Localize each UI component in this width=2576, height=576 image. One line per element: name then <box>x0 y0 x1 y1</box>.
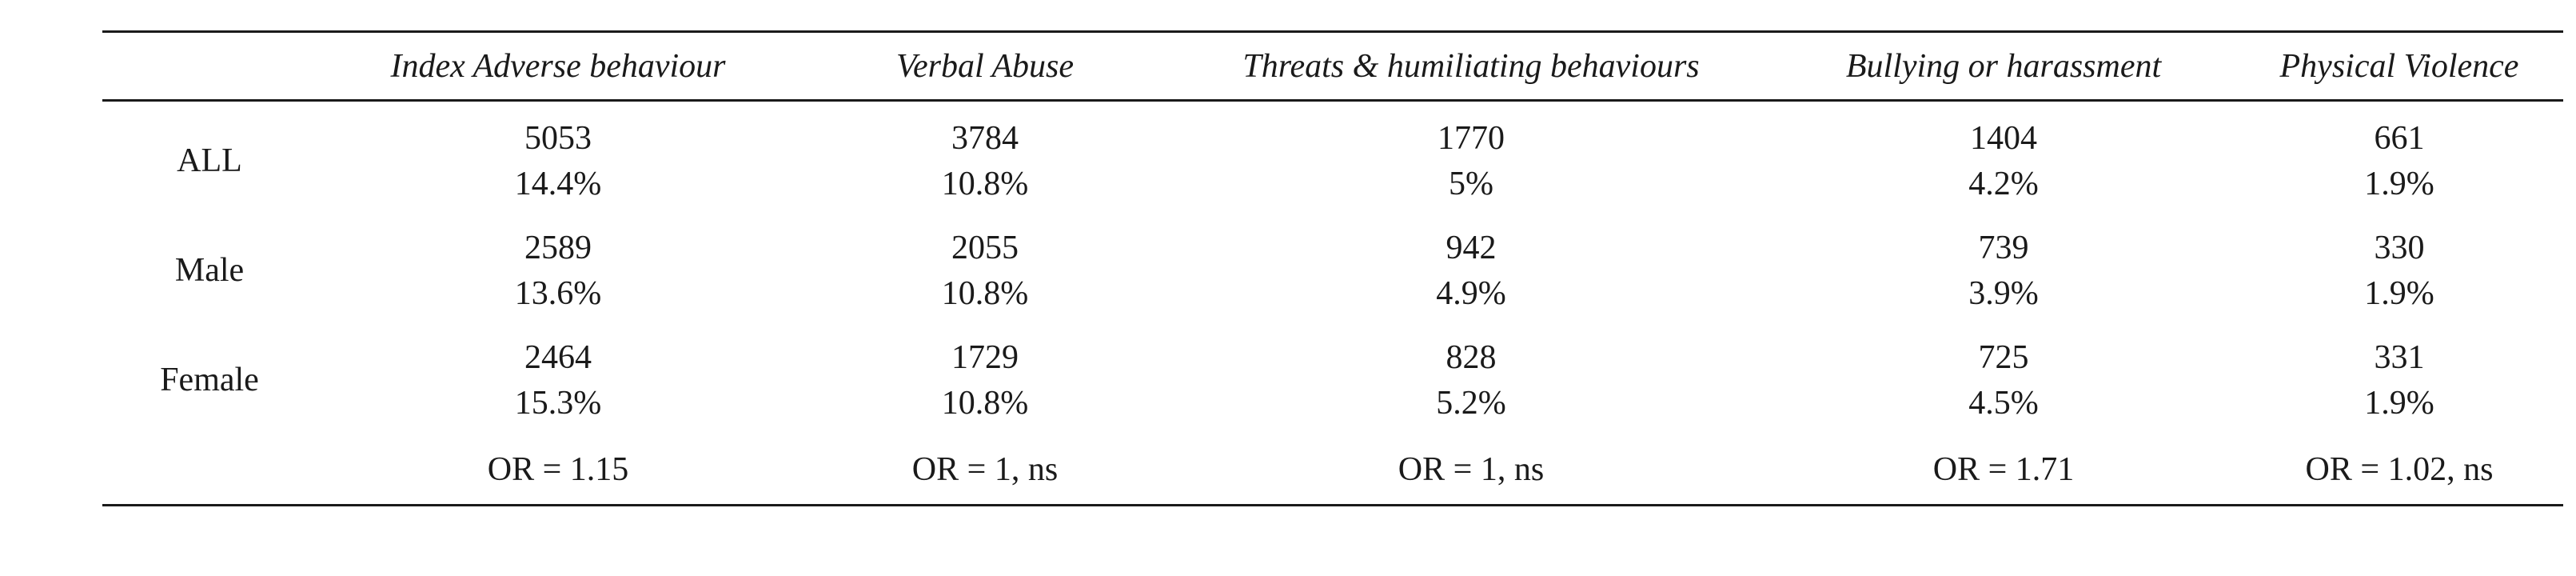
header-verbal-abuse: Verbal Abuse <box>800 30 1170 102</box>
cell-count: 330 <box>2374 229 2425 266</box>
cell-count: 2589 <box>524 229 592 266</box>
table-cell: 1729 10.8% <box>800 326 1170 435</box>
odds-ratio-row: OR = 1.15 OR = 1, ns OR = 1, ns OR = 1.7… <box>102 435 2563 506</box>
header-row: Index Adverse behaviour Verbal Abuse Thr… <box>102 30 2563 102</box>
cell-count: 725 <box>1978 338 2029 376</box>
table-cell: 3784 10.8% <box>800 101 1170 217</box>
cell-percent: 4.5% <box>1968 384 2039 422</box>
table-row-all: ALL 5053 14.4% 3784 10.8% 1770 5% 1404 4… <box>102 101 2563 217</box>
cell-percent: 5.2% <box>1436 384 1506 422</box>
table-cell: 2055 10.8% <box>800 216 1170 326</box>
cell-percent: 14.4% <box>514 165 602 202</box>
cell-count: 1404 <box>1970 119 2037 157</box>
cell-percent: 3.9% <box>1968 274 2039 312</box>
table-cell: 1404 4.2% <box>1772 101 2235 217</box>
odds-ratio-cell: OR = 1.02, ns <box>2235 435 2563 506</box>
header-physical-violence: Physical Violence <box>2235 30 2563 102</box>
row-label-female: Female <box>160 362 259 398</box>
cell-count: 3784 <box>951 119 1019 157</box>
table-cell: 739 3.9% <box>1772 216 2235 326</box>
row-label-all: ALL <box>177 142 242 179</box>
cell-percent: 13.6% <box>514 274 602 312</box>
cell-count: 5053 <box>524 119 592 157</box>
cell-count: 828 <box>1446 338 1497 376</box>
header-threats-humiliating: Threats & humiliating behaviours <box>1170 30 1772 102</box>
cell-percent: 10.8% <box>941 165 1029 202</box>
cell-count: 1729 <box>951 338 1019 376</box>
table-cell: 5053 14.4% <box>317 101 800 217</box>
odds-ratio-cell: OR = 1, ns <box>1170 435 1772 506</box>
cell-percent: 4.2% <box>1968 165 2039 202</box>
cell-percent: 5% <box>1449 165 1493 202</box>
odds-ratio-row-label <box>102 435 317 506</box>
table-cell: 725 4.5% <box>1772 326 2235 435</box>
cell-percent: 15.3% <box>514 384 602 422</box>
table-cell: 942 4.9% <box>1170 216 1772 326</box>
odds-ratio-cell: OR = 1.71 <box>1772 435 2235 506</box>
odds-ratio-cell: OR = 1, ns <box>800 435 1170 506</box>
cell-count: 2055 <box>951 229 1019 266</box>
odds-ratio-cell: OR = 1.15 <box>317 435 800 506</box>
table-cell: 1770 5% <box>1170 101 1772 217</box>
table-cell: 330 1.9% <box>2235 216 2563 326</box>
table-cell: 2589 13.6% <box>317 216 800 326</box>
statistics-table: Index Adverse behaviour Verbal Abuse Thr… <box>102 30 2563 506</box>
table-cell: 661 1.9% <box>2235 101 2563 217</box>
cell-count: 739 <box>1978 229 2029 266</box>
header-index-adverse-behaviour: Index Adverse behaviour <box>317 30 800 102</box>
table-row-female: Female 2464 15.3% 1729 10.8% 828 5.2% 72… <box>102 326 2563 435</box>
cell-count: 1770 <box>1438 119 1505 157</box>
cell-percent: 1.9% <box>2364 384 2434 422</box>
cell-percent: 1.9% <box>2364 165 2434 202</box>
cell-count: 2464 <box>524 338 592 376</box>
cell-percent: 10.8% <box>941 384 1029 422</box>
table-cell: 331 1.9% <box>2235 326 2563 435</box>
header-row-label <box>102 30 317 102</box>
cell-percent: 10.8% <box>941 274 1029 312</box>
header-bullying-harassment: Bullying or harassment <box>1772 30 2235 102</box>
row-label-male: Male <box>174 252 245 289</box>
cell-count: 661 <box>2374 119 2425 157</box>
table-cell: 828 5.2% <box>1170 326 1772 435</box>
cell-percent: 4.9% <box>1436 274 1506 312</box>
cell-count: 942 <box>1446 229 1497 266</box>
cell-percent: 1.9% <box>2364 274 2434 312</box>
cell-count: 331 <box>2374 338 2425 376</box>
table-row-male: Male 2589 13.6% 2055 10.8% 942 4.9% 739 … <box>102 216 2563 326</box>
table-cell: 2464 15.3% <box>317 326 800 435</box>
